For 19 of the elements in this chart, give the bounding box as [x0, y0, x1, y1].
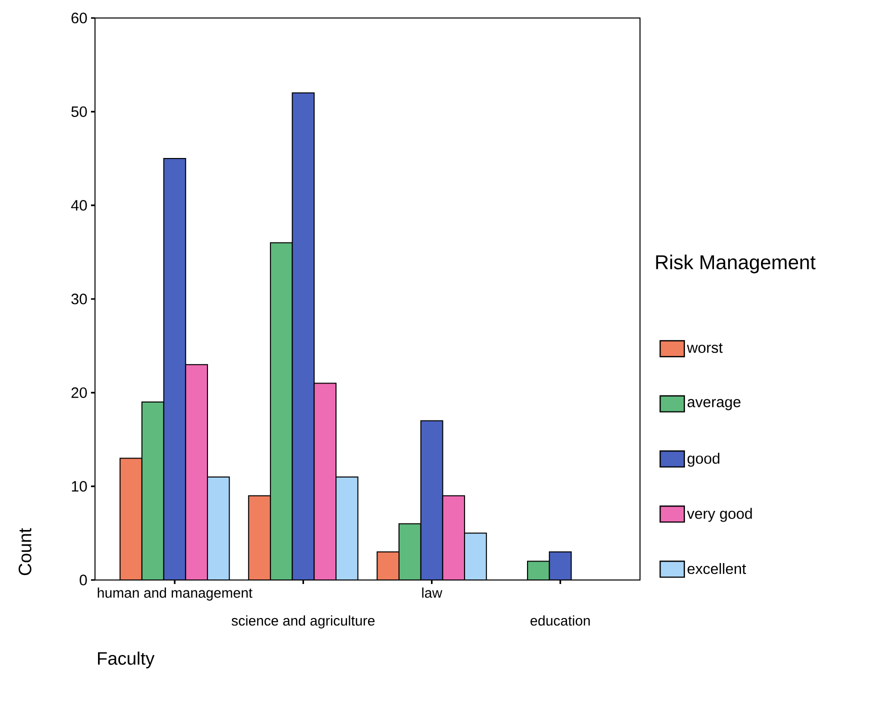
legend-label: average [688, 399, 740, 410]
y-axis-title: Count [18, 528, 32, 576]
x-axis-title: Faculty [98, 652, 155, 668]
x-tick-label: human and management [98, 588, 252, 601]
y-tick-label: 30 [71, 294, 87, 304]
y-tick-label: 10 [72, 481, 87, 492]
y-tick-label: 50 [71, 106, 87, 117]
x-tick-label: science and agriculture [232, 615, 375, 628]
y-tick-label: 20 [72, 387, 87, 398]
y-tick-label: 60 [72, 12, 87, 24]
legend-label: excellent [688, 563, 746, 574]
legend-label: good [688, 452, 720, 467]
legend-label: worst [686, 343, 723, 353]
x-tick-label: law [422, 588, 442, 598]
x-tick-label: education [530, 615, 590, 626]
y-tick-label: 0 [80, 574, 87, 586]
y-tick-label: 40 [71, 200, 87, 211]
legend-label: very good [686, 508, 752, 522]
legend-title: Risk Management [656, 254, 816, 274]
